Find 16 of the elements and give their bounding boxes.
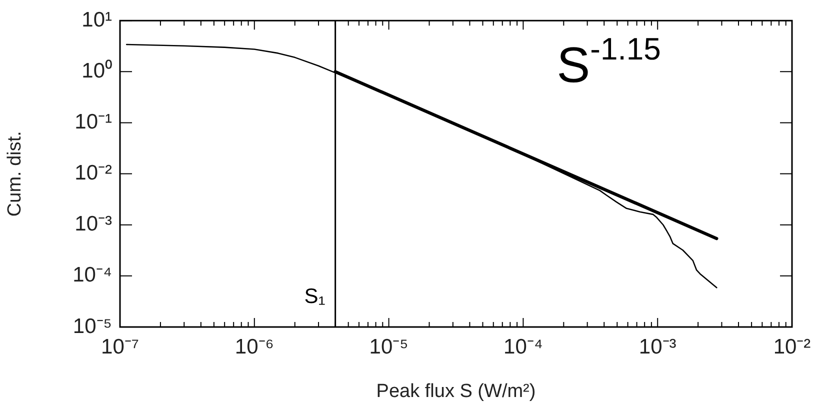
y-tick-label: 10⁰	[82, 59, 112, 82]
x-tick-label: 10⁻³	[638, 335, 676, 358]
x-tick-label: 10⁻²	[773, 335, 811, 358]
y-axis-title: Cum. dist.	[4, 131, 26, 217]
y-tick-label: 10⁻³	[74, 212, 112, 236]
y-tick-label: 10⁻¹	[74, 110, 112, 134]
x-axis-title: Peak flux S (W/m²)	[376, 380, 536, 402]
x-tick-label: 10⁻⁵	[369, 335, 408, 358]
ref-line-label: S₁	[304, 285, 326, 308]
y-tick-label: 10¹	[82, 8, 112, 32]
x-tick-label: 10⁻⁴	[504, 335, 543, 358]
x-tick-label: 10⁻⁷	[101, 335, 139, 358]
y-tick-label: 10⁻²	[74, 162, 112, 185]
x-tick-label: 10⁻⁶	[234, 335, 274, 358]
y-tick-label: 10⁻⁵	[72, 314, 112, 338]
y-tick-label: 10⁻⁴	[72, 264, 112, 287]
